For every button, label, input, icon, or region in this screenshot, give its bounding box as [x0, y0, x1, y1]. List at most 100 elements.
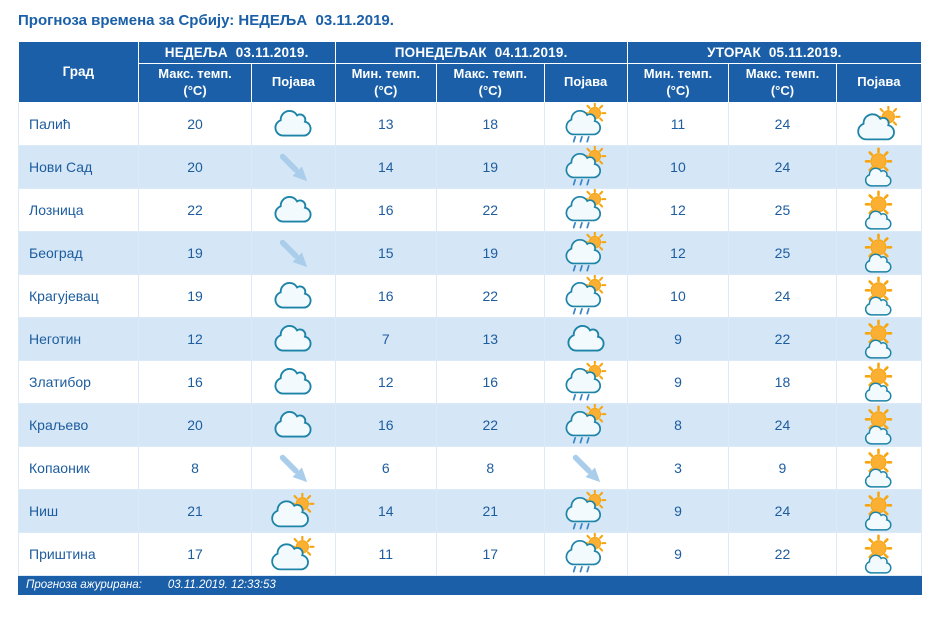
max-temp-label: Макс. темп.: [158, 66, 232, 81]
unit-label: (°C): [666, 82, 690, 98]
city-name: Копаоник: [18, 445, 139, 490]
day1-max-temp: 12: [137, 316, 253, 361]
day1-max-temp: 20: [137, 101, 253, 146]
rain-sun-icon: [543, 488, 628, 533]
rain-sun-icon: [543, 230, 628, 275]
wind-icon: [543, 445, 628, 490]
table-header: Град НЕДЕЉА 03.11.2019. ПОНЕДЕЉАК 04.11.…: [18, 41, 923, 103]
day2-min-temp: 6: [334, 445, 438, 490]
city-name: Београд: [18, 230, 139, 275]
column-header-min-temp-tuesday: Мин. темп. (°C): [626, 63, 730, 103]
sun-cloud-icon: [835, 445, 923, 490]
day3-min-temp: 12: [626, 230, 730, 275]
max-temp-label: Макс. темп.: [453, 66, 528, 81]
wind-icon: [251, 445, 336, 490]
city-name: Нови Сад: [18, 144, 139, 189]
column-header-max-temp-monday: Макс. темп. (°C): [436, 63, 545, 103]
day2-min-temp: 14: [334, 488, 438, 533]
day2-min-temp: 16: [334, 187, 438, 232]
day3-min-temp: 3: [626, 445, 730, 490]
day3-min-temp: 9: [626, 488, 730, 533]
day-header-monday: ПОНЕДЕЉАК 04.11.2019.: [334, 41, 628, 64]
day3-max-temp: 22: [728, 316, 837, 361]
city-name: Лозница: [18, 187, 139, 232]
sun-cloud-icon: [835, 402, 923, 447]
column-header-min-temp-monday: Мин. темп. (°C): [334, 63, 438, 103]
day2-max-temp: 22: [436, 187, 545, 232]
day-header-tuesday: УТОРАК 05.11.2019.: [626, 41, 923, 64]
footer-timestamp: 03.11.2019. 12:33:53: [167, 578, 276, 591]
footer-label: Прогноза ажурирана:: [26, 578, 142, 591]
day3-max-temp: 25: [728, 230, 837, 275]
cloud-icon: [543, 316, 628, 361]
cloud-icon: [251, 316, 336, 361]
sun-cloud-icon: [835, 488, 923, 533]
city-name: Ниш: [18, 488, 139, 533]
weather-forecast-page: Прогноза времена за Србију: НЕДЕЉА 03.11…: [18, 12, 923, 595]
forecast-table: Град НЕДЕЉА 03.11.2019. ПОНЕДЕЉАК 04.11.…: [18, 41, 923, 576]
unit-label: (°C): [770, 82, 795, 98]
day2-min-temp: 13: [334, 101, 438, 146]
cloud-icon: [251, 402, 336, 447]
column-header-phenomenon-sunday: Појава: [251, 63, 336, 103]
forecast-row: Лозница 22 16 22 12 25: [18, 187, 923, 232]
unit-label: (°C): [478, 82, 502, 98]
rain-sun-icon: [543, 273, 628, 318]
sun-cloud-icon: [835, 531, 923, 576]
day2-min-temp: 11: [334, 531, 438, 576]
day3-max-temp: 22: [728, 531, 837, 576]
cloud-icon: [251, 187, 336, 232]
day3-min-temp: 10: [626, 144, 730, 189]
day1-max-temp: 21: [137, 488, 253, 533]
day1-max-temp: 17: [137, 531, 253, 576]
forecast-row: Палић 20 13 18 11 24: [18, 101, 923, 146]
sun-cloud-icon: [835, 273, 923, 318]
day3-min-temp: 12: [626, 187, 730, 232]
day2-max-temp: 19: [436, 230, 545, 275]
wind-icon: [251, 144, 336, 189]
day2-max-temp: 19: [436, 144, 545, 189]
forecast-row: Нови Сад 20 14 19 10 24: [18, 144, 923, 189]
day2-min-temp: 12: [334, 359, 438, 404]
column-header-max-temp-tuesday: Макс. темп. (°C): [728, 63, 837, 103]
day1-max-temp: 19: [137, 273, 253, 318]
day3-max-temp: 24: [728, 488, 837, 533]
sun-cloud-icon: [835, 230, 923, 275]
day1-max-temp: 8: [137, 445, 253, 490]
forecast-row: Неготин 12 7 13 9 22: [18, 316, 923, 361]
cloud-sun-icon: [251, 531, 336, 576]
day3-max-temp: 9: [728, 445, 837, 490]
forecast-row: Београд 19 15 19 12 25: [18, 230, 923, 275]
day1-max-temp: 16: [137, 359, 253, 404]
rain-sun-icon: [543, 144, 628, 189]
unit-label: (°C): [183, 82, 207, 98]
sun-cloud-icon: [835, 144, 923, 189]
day3-max-temp: 24: [728, 101, 837, 146]
day3-max-temp: 24: [728, 144, 837, 189]
page-title: Прогноза времена за Србију: НЕДЕЉА 03.11…: [18, 12, 394, 29]
forecast-rows: Палић 20 13 18 11 24 Нови Сад 20 14 19: [18, 101, 923, 576]
day3-min-temp: 9: [626, 316, 730, 361]
day2-max-temp: 22: [436, 402, 545, 447]
cloud-icon: [251, 101, 336, 146]
max-temp-label: Макс. темп.: [745, 66, 820, 81]
day3-min-temp: 10: [626, 273, 730, 318]
day2-max-temp: 16: [436, 359, 545, 404]
column-header-max-temp-sunday: Макс. темп. (°C): [137, 63, 253, 103]
city-name: Краљево: [18, 402, 139, 447]
sun-cloud-icon: [835, 359, 923, 404]
day3-min-temp: 8: [626, 402, 730, 447]
cloud-icon: [251, 359, 336, 404]
day2-min-temp: 16: [334, 402, 438, 447]
cloud-sun-icon: [835, 101, 923, 146]
day2-min-temp: 7: [334, 316, 438, 361]
city-name: Приштина: [18, 531, 139, 576]
city-name: Златибор: [18, 359, 139, 404]
cloud-sun-icon: [251, 488, 336, 533]
day3-max-temp: 18: [728, 359, 837, 404]
day3-min-temp: 9: [626, 359, 730, 404]
cloud-icon: [251, 273, 336, 318]
day2-min-temp: 16: [334, 273, 438, 318]
footer-bar: Прогноза ажурирана: 03.11.2019. 12:33:53: [18, 575, 922, 595]
